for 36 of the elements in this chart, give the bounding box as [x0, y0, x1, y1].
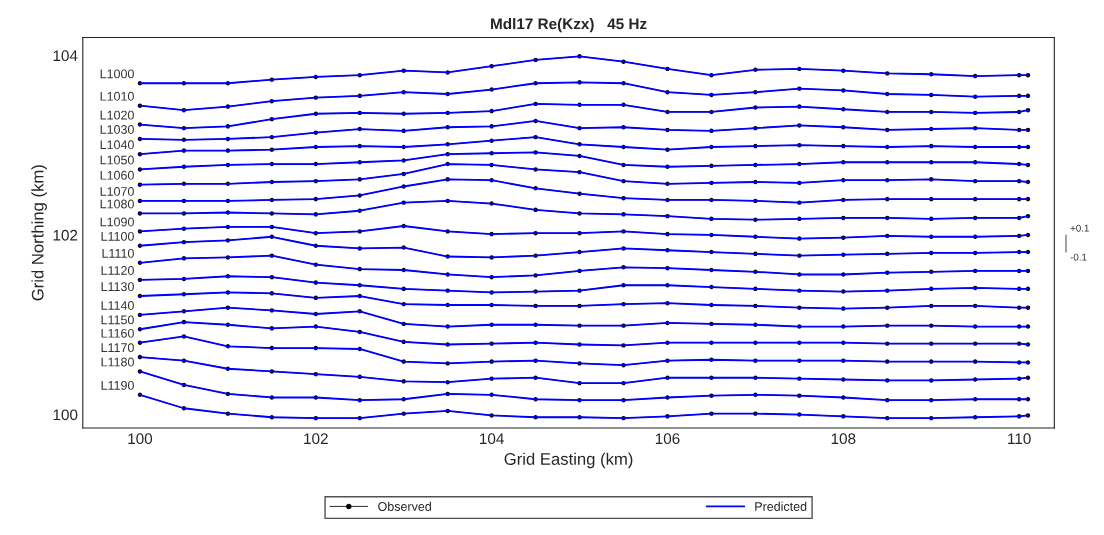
annotation: L1090 [100, 217, 134, 227]
x-tick-label: 108 [831, 433, 856, 445]
annotation: L1190 [101, 380, 134, 390]
annotation: L1070 [100, 187, 134, 196]
annotation: L1140 [101, 301, 134, 310]
x-tick-label: 102 [304, 433, 328, 445]
x-tick-label: 106 [655, 433, 680, 445]
y-axis-title: Grid Northing (km) [31, 165, 47, 301]
annotation: L1160 [101, 328, 134, 338]
annotation: L1100 [101, 231, 134, 241]
annotation: L1010 [100, 91, 134, 101]
annotation: L1040 [100, 140, 134, 150]
annotation: L1080 [100, 199, 134, 209]
x-tick-label: 104 [480, 433, 504, 445]
annotation: L1120 [101, 266, 134, 275]
y-tick-label: 102 [53, 229, 78, 241]
chart-title: Mdl17 Re(Kzx) 45 Hz [491, 18, 647, 33]
y-tick-label: 100 [53, 409, 78, 421]
x-axis-title: Grid Easting (km) [504, 452, 633, 469]
legend-label: Predicted [755, 501, 807, 511]
legend-label: Observed [378, 501, 431, 511]
y-tick-label: 104 [53, 50, 78, 62]
annotation: L1000 [100, 69, 134, 79]
annotation: L1050 [100, 155, 134, 165]
text: +0.1 [1070, 224, 1089, 232]
annotation: L1180 [101, 357, 134, 367]
annotation: L1150 [101, 315, 134, 325]
x-tick-label: 110 [1008, 433, 1031, 445]
annotation: L1020 [100, 110, 134, 120]
annotation: L1110 [102, 248, 134, 258]
x-tick-label: 100 [128, 433, 153, 445]
annotation: L1170 [101, 343, 134, 353]
annotation: L1030 [100, 125, 134, 134]
annotation: L1130 [101, 282, 134, 292]
annotation: L1060 [100, 170, 134, 180]
text: -0.1 [1070, 253, 1087, 261]
